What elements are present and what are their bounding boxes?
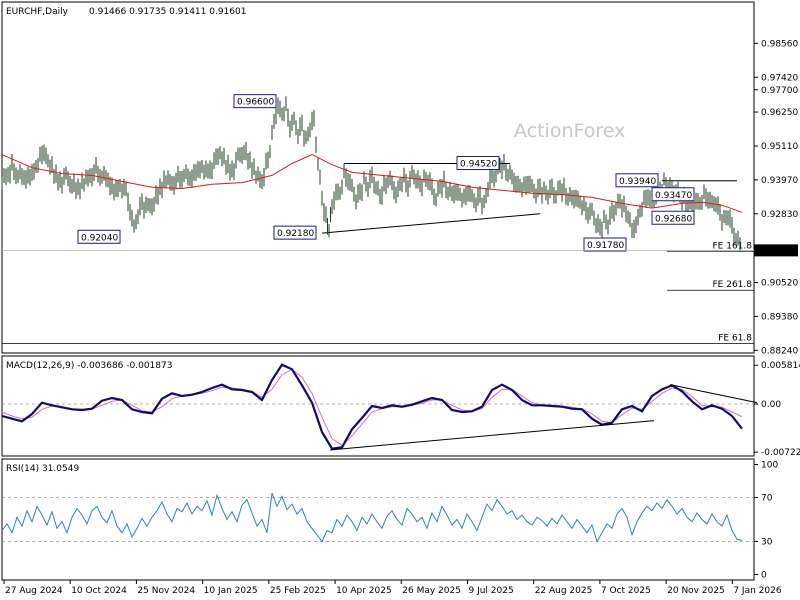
time-tick-label: 7 Oct 2025 xyxy=(601,586,651,596)
fib-level-label: FE 61.8 xyxy=(718,333,752,343)
price-tick-label: 0.89380 xyxy=(761,312,798,322)
macd-main-line xyxy=(1,363,743,450)
level-label: 0.92680 xyxy=(651,210,695,225)
current-price-marker: 0.91601 xyxy=(2,244,798,257)
level-label-text: 0.92040 xyxy=(81,233,118,243)
ohlc-label: 0.91466 0.91735 0.91411 0.91601 xyxy=(89,7,246,17)
price-tick-label: 0.93970 xyxy=(761,176,798,186)
rsi-tick-label: 70 xyxy=(761,494,773,504)
fib-levels: FE 161.8 FE 261.8 FE 61.8 xyxy=(2,241,754,344)
time-tick-label: 9 Jul 2025 xyxy=(468,586,513,596)
level-label-box xyxy=(651,210,695,225)
level-label-text: 0.93940 xyxy=(619,177,656,187)
price-tick-label: 0.90520 xyxy=(761,279,798,289)
time-tick-label: 7 Jan 2026 xyxy=(733,586,781,596)
level-label: 0.92180 xyxy=(273,225,317,240)
fib-level-label: FE 261.8 xyxy=(713,280,753,290)
time-tick-label: 25 Feb 2025 xyxy=(270,586,326,596)
time-tick-label: 27 Aug 2024 xyxy=(5,586,63,596)
level-label: 0.92040 xyxy=(77,229,121,244)
level-label: 0.91780 xyxy=(583,237,627,252)
level-label: 0.93470 xyxy=(651,187,695,202)
moving-average-line xyxy=(1,154,743,213)
time-tick-label: 20 Nov 2025 xyxy=(667,586,725,596)
macd-tick-label: -0.007222 xyxy=(761,448,800,458)
level-label-text: 0.96600 xyxy=(237,98,274,108)
macd-axis-ticks: 0.005814 0.00 -0.007222 xyxy=(754,361,800,458)
level-label-box xyxy=(233,94,277,109)
macd-tick-label: 0.005814 xyxy=(761,361,800,371)
level-label-box xyxy=(77,229,121,244)
rsi-axis-ticks: 100 70 30 0 xyxy=(754,461,778,581)
level-label-text: 0.94520 xyxy=(460,160,497,170)
price-tick-label: 0.92830 xyxy=(761,210,798,220)
price-tick-label: 0.97420 xyxy=(761,73,798,83)
rsi-tick-label: 100 xyxy=(761,461,778,471)
rsi-tick-label: 30 xyxy=(761,538,773,548)
level-label: 0.94520 xyxy=(456,156,500,171)
rsi-tick-label: 0 xyxy=(761,571,767,581)
time-tick-label: 26 May 2025 xyxy=(402,586,461,596)
macd-trendline xyxy=(329,420,655,451)
macd-panel-frame xyxy=(1,355,755,457)
level-label-text: 0.92680 xyxy=(655,214,692,224)
macd-label: MACD(12,26,9) -0.003686 -0.001873 xyxy=(6,361,172,371)
level-label-box xyxy=(615,173,659,188)
level-labels: 0.92040 0.96600 0.92180 0.94520 0.91780 0.939… xyxy=(77,94,695,252)
fib-level-label: FE 161.8 xyxy=(713,241,753,251)
price-trendline xyxy=(321,213,541,234)
time-tick-label: 10 Oct 2024 xyxy=(71,586,127,596)
level-label-box xyxy=(273,225,317,240)
level-label-box xyxy=(456,156,500,171)
watermark: ActionForex xyxy=(514,120,625,142)
time-axis: 27 Aug 2024 10 Oct 2024 25 Nov 2024 10 Jan … xyxy=(3,580,782,596)
price-tick-label: 0.96250 xyxy=(761,108,798,118)
level-label: 0.96600 xyxy=(233,94,277,109)
rsi-label: RSI(14) 31.0549 xyxy=(6,464,79,474)
level-label-text: 0.93470 xyxy=(655,191,692,201)
level-label-box xyxy=(583,237,627,252)
level-label-box xyxy=(651,187,695,202)
level-label: 0.93940 xyxy=(615,173,659,188)
rsi-line xyxy=(1,492,743,543)
level-label-text: 0.91780 xyxy=(587,241,624,251)
macd-tick-label: 0.00 xyxy=(761,400,781,410)
time-tick-label: 10 Jan 2025 xyxy=(204,586,258,596)
time-tick-label: 22 Aug 2025 xyxy=(535,586,593,596)
rsi-series xyxy=(1,492,754,543)
price-tick-label: 0.88240 xyxy=(761,346,798,356)
time-tick-label: 10 Apr 2025 xyxy=(336,586,392,596)
time-tick-label: 25 Nov 2024 xyxy=(137,586,195,596)
price-tick-label: 0.98560 xyxy=(761,39,798,49)
price-tick-label: 0.95110 xyxy=(761,142,798,152)
rsi-panel-frame xyxy=(1,458,755,581)
level-label-text: 0.92180 xyxy=(277,229,314,239)
macd-trendline xyxy=(669,384,758,404)
symbol-label: EURCHF,Daily xyxy=(6,7,69,17)
current-price-box xyxy=(754,244,798,257)
current-price-label: 0.91601 xyxy=(758,246,795,256)
price-tick-label: 0.97700 xyxy=(761,86,798,96)
macd-series xyxy=(1,363,758,451)
price-series xyxy=(1,96,743,253)
